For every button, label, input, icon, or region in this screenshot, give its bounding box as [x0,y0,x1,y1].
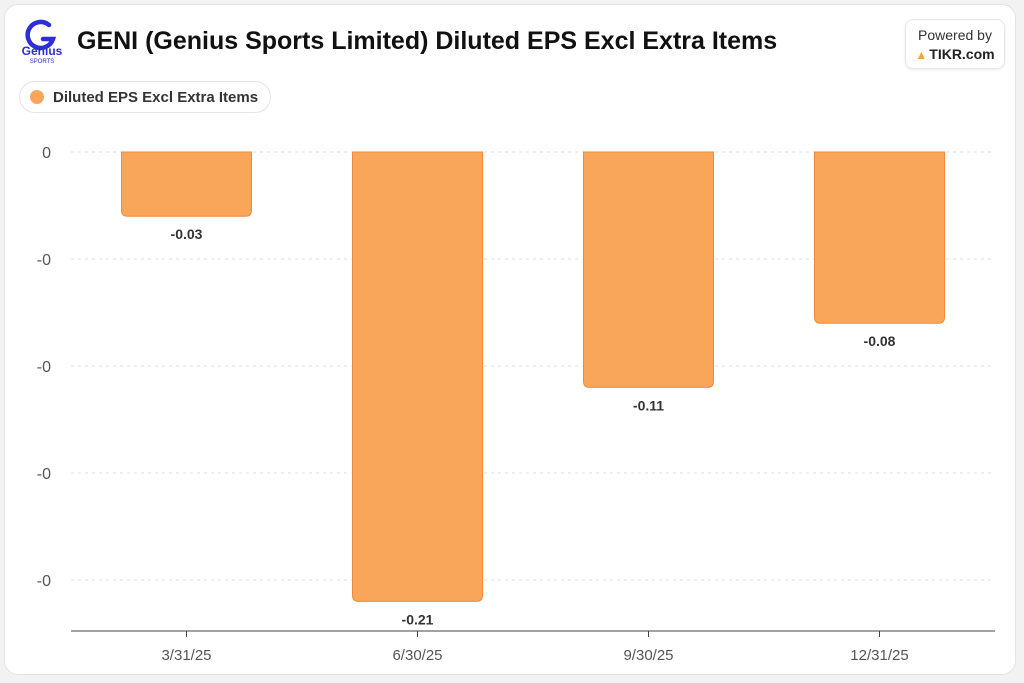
bar [814,151,945,324]
bar [121,151,252,217]
chart-card: Genius SPORTS GENI (Genius Sports Limite… [4,4,1016,675]
y-tick-label: -0 [37,252,51,269]
data-label: -0.08 [864,333,896,349]
bar-chart: 0 -0 -0 -0 -0 -0.03 3/31/25 -0.21 6/30/25 -0.11 9/… [37,145,995,664]
legend-item[interactable]: Diluted EPS Excl Extra Items [19,81,272,113]
legend-swatch [30,90,44,104]
logo-subtext: SPORTS [30,59,55,65]
genius-sports-logo: Genius SPORTS [22,19,63,65]
data-label: -0.03 [171,226,203,242]
data-label: -0.11 [633,397,664,413]
bar [352,151,483,602]
x-tick-label: 9/30/25 [623,647,673,664]
logo-text: Genius [22,44,63,58]
brand-text: TIKR.com [929,46,995,62]
x-tick-label: 3/31/25 [161,647,211,664]
powered-by-badge[interactable]: Powered by ▲ TIKR.com [905,19,1005,69]
x-tick-label: 12/31/25 [850,647,908,664]
tikr-logo-icon: ▲ [915,48,928,62]
y-tick-label: 0 [42,145,51,162]
chart-title: GENI (Genius Sports Limited) Diluted EPS… [77,27,778,55]
x-tick-label: 6/30/25 [392,647,442,664]
y-tick-label: -0 [37,359,51,376]
data-label: -0.21 [402,611,434,627]
powered-by-text: Powered by [918,27,992,43]
y-tick-label: -0 [37,573,51,590]
bar [583,151,714,388]
y-tick-label: -0 [37,466,51,483]
legend-label: Diluted EPS Excl Extra Items [53,88,259,106]
